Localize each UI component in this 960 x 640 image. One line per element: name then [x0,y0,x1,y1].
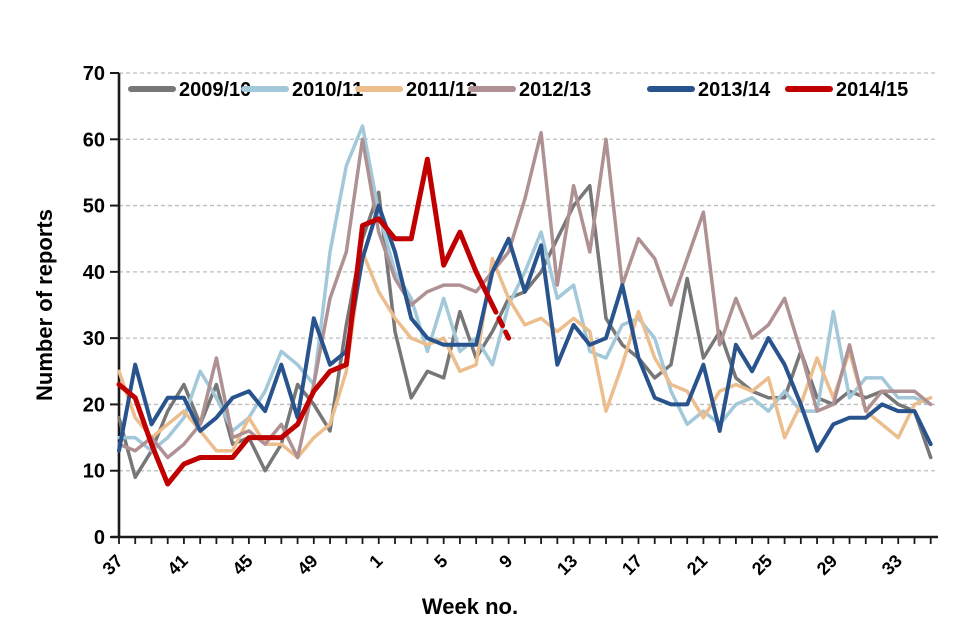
legend-item-2009-10: 2009/10 [128,79,251,101]
y-tick-label-10: 10 [83,461,105,483]
axes [110,72,938,544]
x-tick-label-week-21: 21 [683,551,711,579]
y-tick-label-50: 50 [83,196,105,218]
x-tick-label-week-41: 41 [163,551,191,579]
x-tick-label-week-13: 13 [553,551,581,579]
series-line-2010-11 [117,124,933,453]
x-axis-tick-labels: 37 41 45 49 1 5 9 13 17 21 25 29 33 [99,551,907,579]
legend-label-2013-14: 2013/14 [698,79,771,101]
series-line-2014-15 [116,156,495,487]
series-line-2014-15-dashed-tail [489,302,512,341]
legend-item-2012-13: 2012/13 [468,79,591,101]
y-axis-tick-labels: 0 10 20 30 40 50 60 70 [83,63,105,549]
y-tick-label-40: 40 [83,262,105,284]
x-tick-label-week-33: 33 [878,551,906,579]
y-axis-title: Number of reports [32,209,57,401]
legend-label-2014-15: 2014/15 [836,79,908,101]
legend: 2009/10 2010/11 2011/12 2012/13 2013/14 2014/… [128,79,908,101]
legend-item-2014-15: 2014/15 [785,79,908,101]
legend-label-2011-12: 2011/12 [406,79,477,101]
legend-label-2009-10: 2009/10 [179,79,251,101]
series-lines [116,124,933,487]
x-tick-label-week-29: 29 [813,551,841,579]
y-tick-label-60: 60 [83,129,105,151]
legend-item-2013-14: 2013/14 [647,79,771,101]
x-tick-label-week-37: 37 [99,551,127,579]
y-tick-label-20: 20 [83,394,105,416]
series-line-2013-14 [117,203,933,453]
x-tick-label-week-1: 1 [365,551,386,572]
x-tick-label-week-17: 17 [618,551,646,579]
legend-label-2010-11: 2010/11 [292,79,363,101]
x-axis-title: Week no. [422,594,518,619]
x-tick-label-week-45: 45 [228,551,256,579]
series-line-2011-12 [117,250,933,460]
legend-label-2012-13: 2012/13 [519,79,591,101]
x-tick-label-week-5: 5 [430,551,451,572]
x-tick-label-week-49: 49 [293,551,321,579]
legend-item-2011-12: 2011/12 [355,79,477,101]
x-tick-label-week-25: 25 [748,551,776,579]
y-tick-label-70: 70 [83,63,105,85]
x-tick-label-week-9: 9 [495,551,516,572]
series-line-2012-13 [117,130,933,460]
y-tick-label-0: 0 [94,527,105,549]
legend-item-2010-11: 2010/11 [241,79,363,101]
y-tick-label-30: 30 [83,328,105,350]
